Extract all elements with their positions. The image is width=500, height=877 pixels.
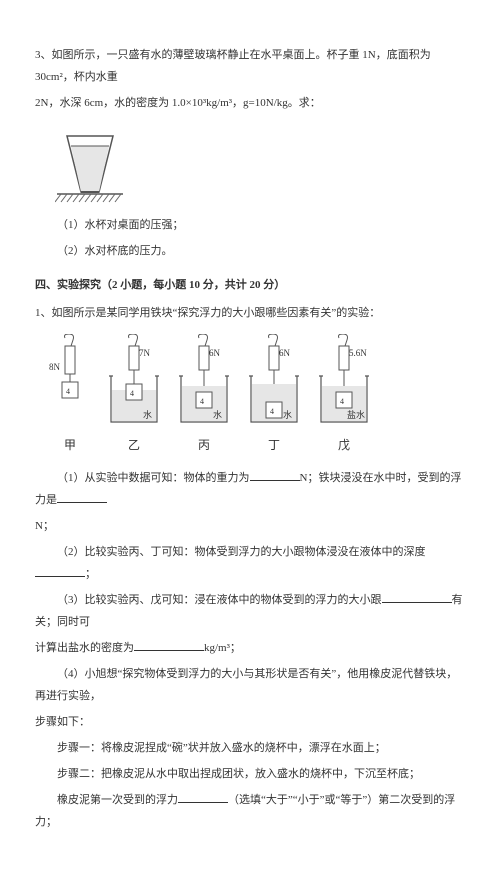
label-yi: 乙	[103, 433, 165, 457]
q4-1-figure-row: 8N 4 7N 4 水 6N	[45, 334, 465, 429]
svg-text:4: 4	[130, 389, 134, 398]
q4-1-sub4-a: （4）小旭想“探究物体受到浮力的大小与其形状是否有关”，他用橡皮泥代替铁块，再进…	[35, 663, 465, 707]
q4-1-sub3-d: kg/m³；	[204, 642, 241, 654]
q4-1-sub4-b: 步骤如下：	[35, 711, 465, 733]
q4-1-sub1-c-line: N；	[35, 515, 465, 537]
q4-1-sub2: （2）比较实验丙、丁可知：物体受到浮力的大小跟物体浸没在液体中的深度 ；	[35, 541, 465, 585]
q4-1-conclusion-a: 橡皮泥第一次受到的浮力	[57, 794, 178, 806]
liquid-5: 盐水	[347, 409, 365, 420]
q3-stem-line1: 3、如图所示，一只盛有水的薄壁玻璃杯静止在水平桌面上。杯子重 1N，底面积为 3…	[35, 44, 465, 88]
q4-1-sub3-c: 计算出盐水的密度为	[35, 642, 134, 654]
q4-1-stem: 1、如图所示是某同学用铁块“探究浮力的大小跟哪些因素有关”的实验：	[35, 302, 465, 324]
reading-2: 7N	[139, 348, 151, 358]
liquid-4: 水	[283, 409, 292, 420]
beaker-item-5: 5.6N 4 盐水	[313, 334, 381, 429]
label-jia: 甲	[45, 433, 95, 457]
beaker-item-2: 7N 4 水	[103, 334, 165, 429]
label-bing: 丙	[173, 433, 235, 457]
blank-density[interactable]	[134, 638, 204, 651]
q4-1-sub3: （3）比较实验丙、戊可知：浸在液体中的物体受到的浮力的大小跟有关；同时可	[35, 589, 465, 633]
q4-1-sub3-line2: 计算出盐水的密度为 kg/m³；	[35, 637, 465, 659]
section4-title: 四、实验探究（2 小题，每小题 10 分，共计 20 分）	[35, 274, 465, 296]
blank-depth[interactable]	[35, 564, 85, 577]
reading-5: 5.6N	[349, 348, 367, 358]
svg-text:4: 4	[340, 397, 344, 406]
q3-sub1: （1）水杯对桌面的压强；	[35, 214, 465, 236]
q3-sub2: （2）水对杯底的压力。	[35, 240, 465, 262]
q4-1-sub1-a: （1）从实验中数据可知：物体的重力为	[57, 472, 250, 484]
liquid-3: 水	[213, 409, 222, 420]
q4-1-bottom-labels: 甲 乙 丙 丁 戊	[45, 433, 465, 457]
svg-text:4: 4	[270, 407, 274, 416]
q4-1-step2: 步骤二：把橡皮泥从水中取出捏成团状，放入盛水的烧杯中，下沉至杯底；	[35, 763, 465, 785]
blank-buoyancy[interactable]	[57, 490, 107, 503]
label-wu: 戊	[313, 433, 375, 457]
q4-1-conclusion: 橡皮泥第一次受到的浮力（选填“大于”“小于”或“等于”）第二次受到的浮力；	[35, 789, 465, 833]
blank-factor[interactable]	[382, 590, 452, 603]
blank-weight[interactable]	[250, 468, 300, 481]
q4-1-step1: 步骤一：将橡皮泥捏成“碗”状并放入盛水的烧杯中，漂浮在水面上；	[35, 737, 465, 759]
reading-1: 8N	[49, 362, 61, 372]
q4-1-sub1: （1）从实验中数据可知：物体的重力为N；铁块浸没在水中时，受到的浮力是	[35, 467, 465, 511]
label-ding: 丁	[243, 433, 305, 457]
svg-text:4: 4	[66, 387, 70, 396]
q3-figure-cup	[55, 124, 465, 204]
svg-text:4: 4	[200, 397, 204, 406]
q3-stem-line2: 2N，水深 6cm，水的密度为 1.0×10³kg/m³，g=10N/kg。求：	[35, 92, 465, 114]
q4-1-sub2-b: ；	[85, 568, 96, 580]
beaker-item-4: 6N 4 水	[243, 334, 305, 429]
beaker-item-1: 8N 4	[45, 334, 95, 429]
reading-3: 6N	[209, 348, 221, 358]
liquid-2: 水	[143, 409, 152, 420]
blank-compare[interactable]	[178, 790, 228, 803]
reading-4: 6N	[279, 348, 291, 358]
q4-1-sub2-a: （2）比较实验丙、丁可知：物体受到浮力的大小跟物体浸没在液体中的深度	[57, 546, 426, 558]
q4-1-sub3-a: （3）比较实验丙、戊可知：浸在液体中的物体受到的浮力的大小跟	[57, 594, 382, 606]
beaker-item-3: 6N 4 水	[173, 334, 235, 429]
